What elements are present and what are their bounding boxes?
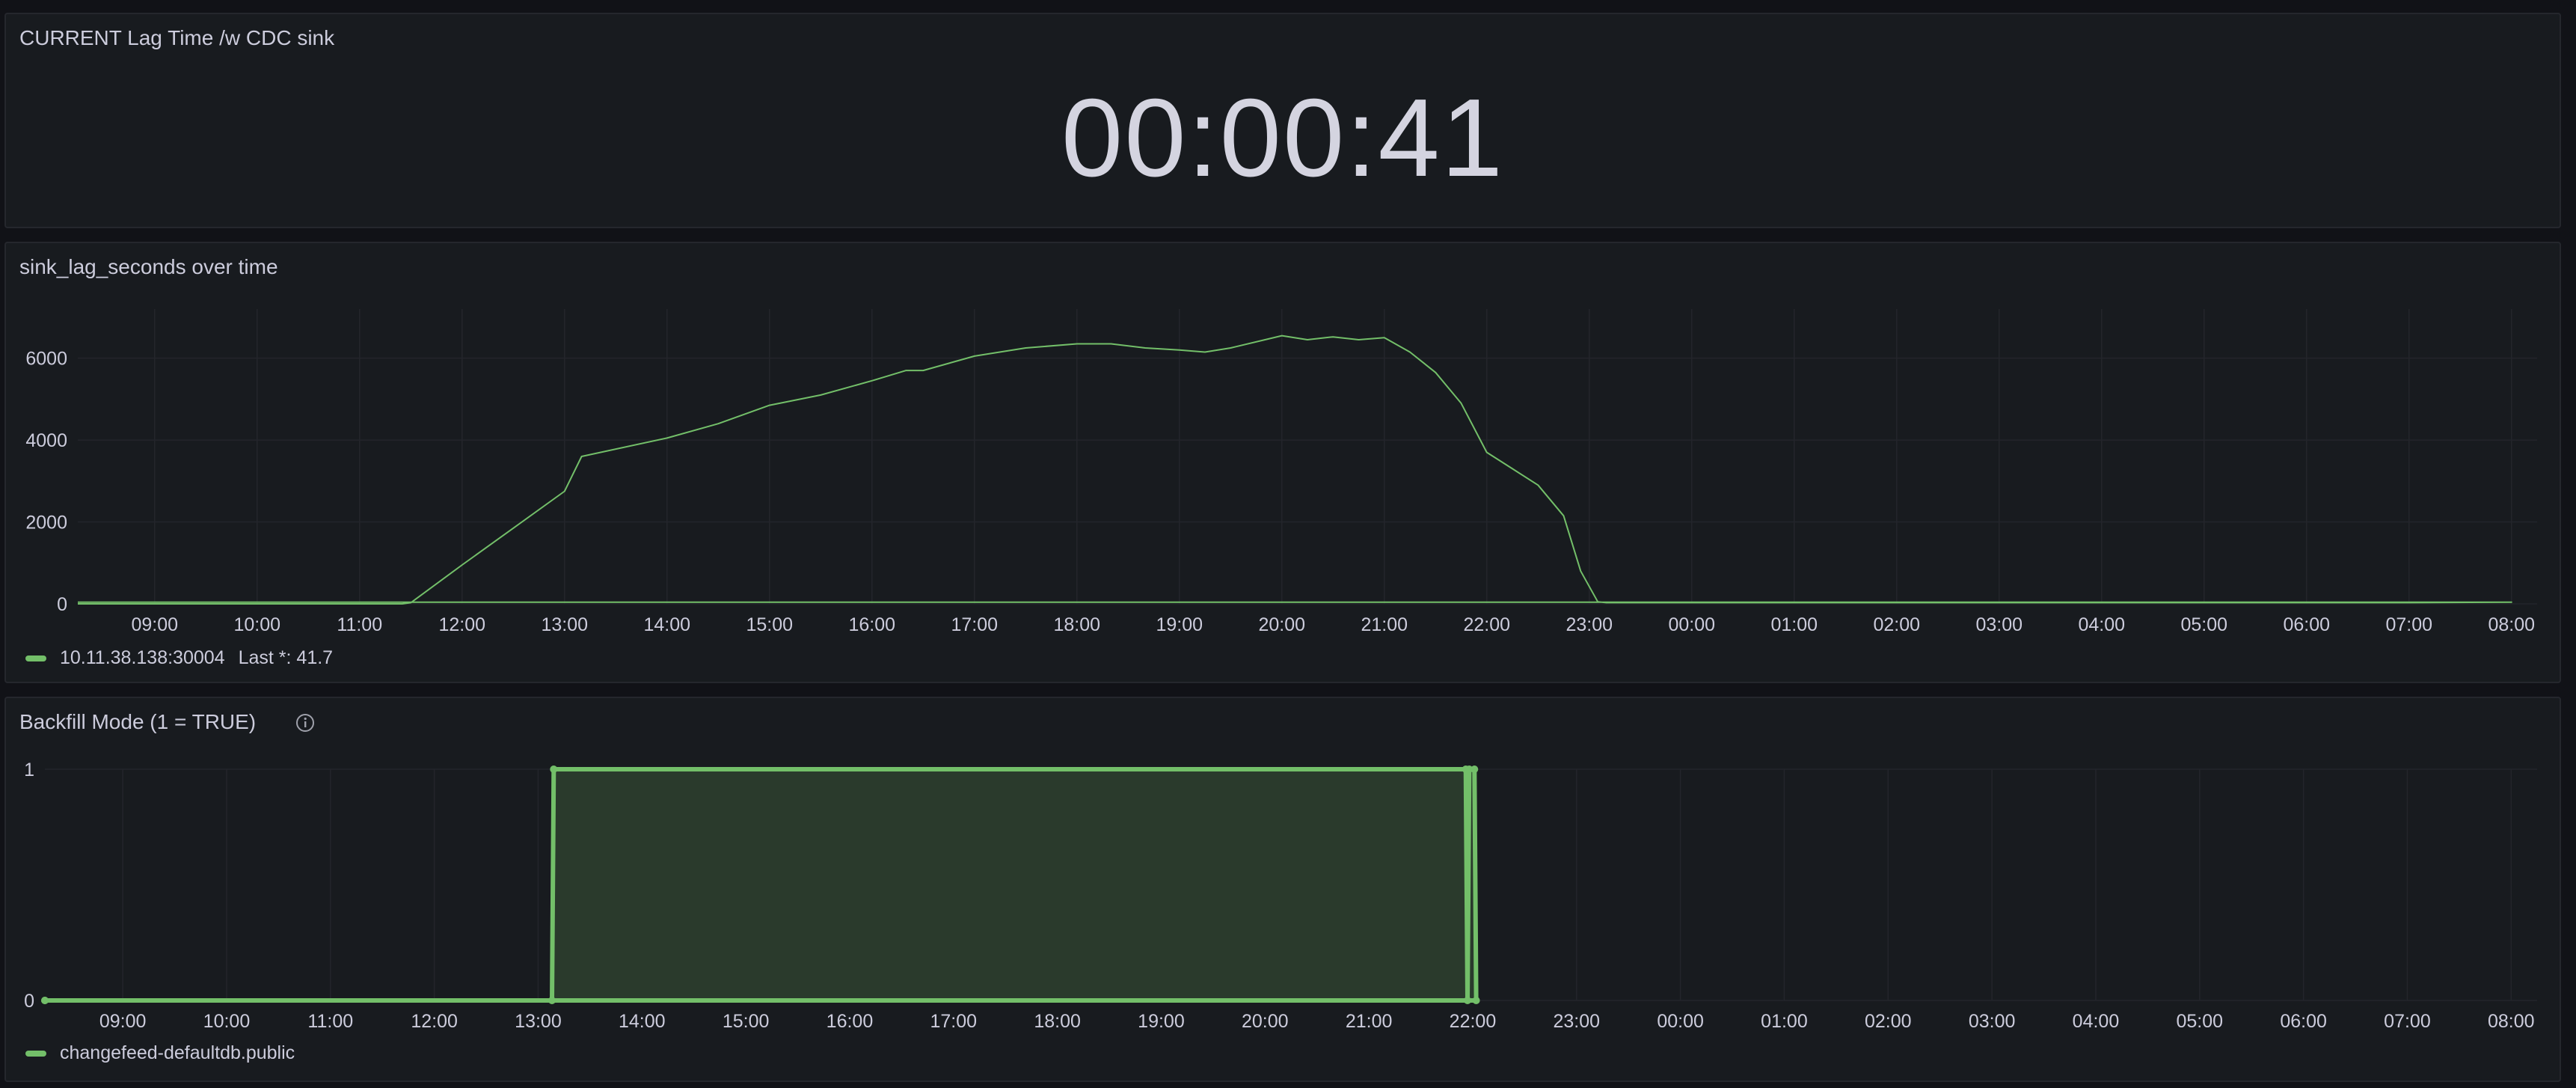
x-tick-label: 05:00 (2177, 1011, 2224, 1032)
y-tick-label: 4000 (25, 430, 67, 451)
legend-series-name[interactable]: changefeed-defaultdb.public (60, 1042, 295, 1063)
x-tick-label: 13:00 (541, 614, 588, 635)
x-tick-label: 20:00 (1258, 614, 1305, 635)
legend: changefeed-defaultdb.public (25, 1042, 295, 1064)
x-tick-label: 14:00 (619, 1011, 666, 1032)
legend-swatch (25, 1050, 46, 1057)
data-point (1472, 997, 1480, 1004)
legend: 10.11.38.138:30004 Last *: 41.7 (25, 647, 333, 669)
x-tick-label: 10:00 (233, 614, 280, 635)
x-tick-label: 09:00 (131, 614, 178, 635)
data-point (548, 997, 556, 1004)
x-tick-label: 07:00 (2385, 614, 2432, 635)
x-tick-label: 22:00 (1450, 1011, 1497, 1032)
data-point (1471, 765, 1479, 773)
x-tick-label: 02:00 (1873, 614, 1920, 635)
x-tick-label: 16:00 (827, 1011, 874, 1032)
sink-lag-chart[interactable]: 0 2000 4000 6000 09:00 10:00 11:00 12:00 13:00 14… (6, 243, 2560, 682)
x-tick-label: 00:00 (1657, 1011, 1704, 1032)
x-tick-label: 06:00 (2283, 614, 2330, 635)
series-area (45, 769, 1476, 1000)
x-tick-label: 19:00 (1156, 614, 1203, 635)
panel-title[interactable]: CURRENT Lag Time /w CDC sink (19, 26, 335, 49)
x-tick-label: 03:00 (1975, 614, 2023, 635)
panel-title[interactable]: Backfill Mode (1 = TRUE) (19, 710, 257, 733)
x-tick-label: 02:00 (1865, 1011, 1912, 1032)
x-tick-label: 15:00 (746, 614, 793, 635)
x-tick-label: 05:00 (2180, 614, 2227, 635)
x-tick-label: 01:00 (1770, 614, 1818, 635)
x-tick-label: 12:00 (411, 1011, 458, 1032)
y-tick-label: 0 (57, 594, 67, 615)
series-line (77, 334, 2512, 605)
lag-stat-value: 00:00:41 (1061, 76, 1505, 200)
data-point (1465, 765, 1473, 773)
sink-lag-panel: sink_lag_seconds over time 0 2000 4000 6000… (4, 242, 2561, 683)
y-tick-label: 1 (24, 760, 34, 780)
x-tick-label: 01:00 (1761, 1011, 1808, 1032)
data-point (550, 765, 558, 773)
info-circle-icon[interactable] (295, 712, 316, 733)
x-tick-label: 22:00 (1463, 614, 1510, 635)
data-point (1464, 997, 1472, 1004)
x-tick-label: 06:00 (2280, 1011, 2327, 1032)
y-tick-label: 0 (24, 991, 34, 1012)
x-tick-label: 19:00 (1138, 1011, 1185, 1032)
panel-title[interactable]: sink_lag_seconds over time (19, 255, 278, 278)
x-tick-label: 20:00 (1242, 1011, 1289, 1032)
x-tick-label: 13:00 (515, 1011, 562, 1032)
legend-swatch (25, 655, 46, 661)
x-tick-label: 23:00 (1565, 614, 1613, 635)
y-tick-label: 2000 (25, 513, 67, 534)
backfill-mode-chart[interactable]: 0 1 09:00 10:00 11:00 12:00 13:00 14:00 15:00 16:… (6, 698, 2560, 1081)
current-lag-panel: CURRENT Lag Time /w CDC sink 00:00:41 (4, 13, 2561, 228)
data-point (41, 997, 49, 1004)
legend-series-name[interactable]: 10.11.38.138:30004 (60, 647, 225, 668)
x-tick-label: 08:00 (2488, 1011, 2535, 1032)
x-tick-label: 03:00 (1969, 1011, 2016, 1032)
x-tick-label: 18:00 (1034, 1011, 1081, 1032)
x-tick-label: 15:00 (723, 1011, 770, 1032)
x-tick-label: 11:00 (307, 1011, 353, 1032)
x-tick-label: 12:00 (438, 614, 485, 635)
x-tick-label: 04:00 (2078, 614, 2125, 635)
x-tick-label: 21:00 (1361, 614, 1408, 635)
x-tick-label: 09:00 (99, 1011, 147, 1032)
x-tick-label: 07:00 (2384, 1011, 2431, 1032)
x-tick-label: 11:00 (337, 614, 382, 635)
x-tick-label: 08:00 (2488, 614, 2535, 635)
x-tick-label: 04:00 (2073, 1011, 2120, 1032)
legend-last-value: Last *: 41.7 (238, 647, 334, 668)
x-tick-label: 17:00 (930, 1011, 978, 1032)
x-tick-label: 00:00 (1668, 614, 1715, 635)
x-tick-label: 14:00 (643, 614, 690, 635)
x-tick-label: 23:00 (1554, 1011, 1601, 1032)
x-tick-label: 16:00 (848, 614, 895, 635)
x-tick-label: 17:00 (951, 614, 998, 635)
x-tick-label: 10:00 (203, 1011, 251, 1032)
x-tick-label: 18:00 (1053, 614, 1100, 635)
x-tick-label: 21:00 (1346, 1011, 1393, 1032)
y-tick-label: 6000 (25, 349, 67, 370)
backfill-mode-panel: Backfill Mode (1 = TRUE) 0 1 09:00 10:00 11:… (4, 697, 2561, 1082)
